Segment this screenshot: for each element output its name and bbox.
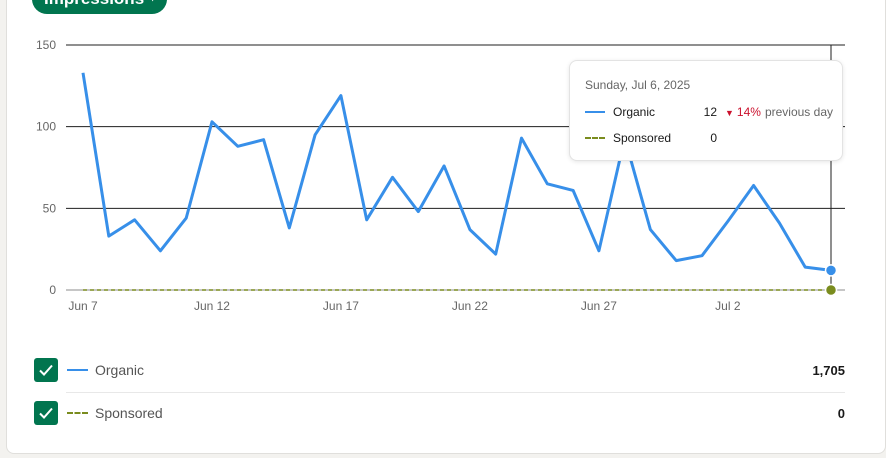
triangle-down-icon: ▼ <box>725 108 734 118</box>
series-line-organic <box>81 72 832 272</box>
y-tick-label: 50 <box>43 201 57 215</box>
chevron-down-icon: ▾ <box>150 0 155 14</box>
organic-swatch-icon <box>585 111 605 113</box>
legend-row-sponsored: Sponsored 0 <box>34 401 845 425</box>
x-tick-label: Jun 12 <box>194 299 230 313</box>
impressions-line-chart: 0 50 100 150 Jun 7 Jun 12 Jun 17 Jun 22 Jun 27 J… <box>36 38 845 313</box>
legend-series-total: 1,705 <box>812 362 845 378</box>
point-marker-organic <box>824 264 838 277</box>
legend-divider <box>66 392 845 393</box>
legend-row-organic: Organic 1,705 <box>34 358 845 382</box>
x-tick-label: Jun 7 <box>68 299 98 313</box>
sponsored-legend-swatch-icon <box>67 412 88 414</box>
sponsored-swatch-icon <box>585 137 605 139</box>
checkmark-icon <box>39 407 53 419</box>
organic-checkbox[interactable] <box>34 358 58 382</box>
legend-series-name: Sponsored <box>95 405 163 421</box>
organic-legend-swatch-icon <box>67 369 88 371</box>
y-tick-label: 100 <box>36 120 56 134</box>
legend-series-total: 0 <box>837 405 845 421</box>
y-tick-label: 150 <box>36 38 56 52</box>
tooltip-series-name: Organic <box>613 105 656 119</box>
tooltip-row-sponsored: Sponsored 0 <box>585 130 717 146</box>
tooltip-change-percent: 14% <box>736 105 761 119</box>
tooltip-series-value: 0 <box>710 131 717 145</box>
x-tick-label: Jun 27 <box>581 299 617 313</box>
x-tick-label: Jun 22 <box>452 299 488 313</box>
x-tick-label: Jul 2 <box>715 299 741 313</box>
tooltip-row-organic: Organic 12 ▼ 14% previous day <box>585 104 833 120</box>
legend-series-name: Organic <box>95 362 145 378</box>
x-tick-label: Jun 17 <box>323 299 359 313</box>
tooltip-compare-label: previous day <box>764 105 833 119</box>
point-marker-sponsored <box>824 283 838 297</box>
tooltip-date: Sunday, Jul 6, 2025 <box>585 78 691 92</box>
metric-selector-label: Impressions <box>44 0 144 14</box>
sponsored-checkbox[interactable] <box>34 401 58 425</box>
tooltip-series-value: 12 <box>703 105 717 119</box>
chart-tooltip: Sunday, Jul 6, 2025 Organic 12 ▼ 14% prev… <box>569 60 843 161</box>
y-tick-label: 0 <box>49 283 56 297</box>
metric-selector-button[interactable]: Impressions ▾ <box>32 0 168 14</box>
tooltip-series-name: Sponsored <box>613 131 672 145</box>
checkmark-icon <box>39 364 53 376</box>
tooltip-change: ▼ 14% <box>725 105 761 119</box>
